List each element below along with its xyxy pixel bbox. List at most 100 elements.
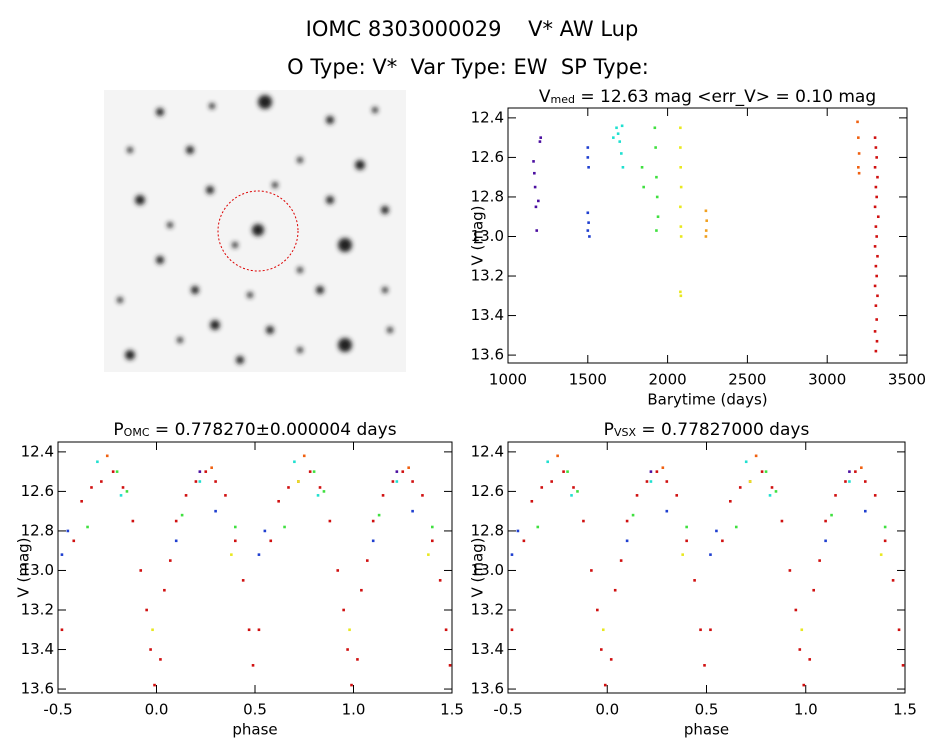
data-point [764,470,768,473]
figure-subtitle: O Type: V* Var Type: EW SP Type: [287,55,649,79]
data-point [365,559,369,562]
x-tick-label: -0.5 [493,701,522,719]
data-point [768,494,772,497]
data-point [224,494,227,497]
data-point [72,539,76,543]
data-point [875,156,878,159]
finder-image [104,90,406,372]
data-point [876,294,879,298]
data-point [312,470,316,473]
data-point [848,470,851,473]
x-tick-label: 1.0 [794,701,818,719]
data-point [111,470,115,473]
data-point [572,486,575,489]
data-point [620,152,623,155]
data-point [210,466,213,469]
data-point [533,171,536,175]
data-point [738,486,742,489]
y-tick-label: 12.8 [21,521,54,539]
title-subscript: VSX [614,426,637,439]
data-point [879,553,883,556]
data-point [798,648,802,651]
plots: Vmed = 12.63 mag <err_V> = 0.10 mag 1000 1… [15,87,927,739]
data-point [864,509,867,513]
data-point [748,480,752,483]
data-point [875,235,878,238]
title-subscript: med [551,93,575,106]
data-point [875,318,878,321]
data-point [645,480,649,483]
data-point [391,480,395,483]
y-tick-label: 13.0 [21,561,54,579]
data-point [875,274,878,278]
data-point [760,470,764,473]
data-point [283,525,286,529]
data-point [125,490,129,493]
y-tick-label: 12.6 [471,482,504,500]
data-point [184,494,188,497]
data-point [438,579,442,582]
title-text: = 0.778270±0.000004 days [150,420,397,440]
y-tick-label: 12.6 [471,148,504,166]
chart: POMC = 0.778270±0.000004 days -0.5 0.0 0.5 1… [15,420,464,739]
data-point [616,132,620,135]
data-point [653,126,657,130]
data-point [655,195,659,199]
data-point [100,480,103,483]
data-point [808,658,812,661]
data-point [234,539,237,543]
data-point [873,205,877,209]
data-point [381,494,385,497]
data-point [619,559,623,562]
data-point [901,664,905,667]
data-point [131,519,135,523]
data-point [510,628,514,632]
x-tick-label: 3000 [808,371,846,389]
data-point [873,284,877,288]
data-point [770,486,774,489]
data-point [744,460,748,464]
data-point [534,205,538,209]
data-point [342,608,345,612]
data-point [818,559,821,562]
data-point [679,166,682,169]
x-axis-label: phase [232,721,277,739]
data-point [421,494,424,497]
data-point [198,480,202,483]
data-point [293,460,296,464]
data-point [346,648,349,651]
data-point [613,588,617,592]
data-point [891,579,895,582]
data-point [590,569,593,572]
y-tick-label: 13.2 [471,267,504,285]
data-point [703,664,706,667]
data-point [121,486,125,489]
data-point [582,519,585,523]
data-point [316,494,320,497]
data-point [395,470,399,473]
x-axis-label: Barytime (days) [647,391,767,409]
data-point [788,569,792,572]
data-point [407,466,410,469]
data-point [322,490,326,493]
x-axis-label: phase [684,721,729,739]
data-point [709,628,712,632]
y-tick-label: 13.4 [471,640,504,658]
data-point [198,470,202,473]
data-point [621,166,625,169]
y-axis-label: V (mag) [15,537,33,597]
data-point [522,539,526,543]
data-point [139,569,143,572]
data-point [618,140,622,143]
x-tick-label: 3500 [888,371,926,389]
data-point [411,480,414,483]
data-point [873,166,877,169]
data-point [241,579,245,582]
data-point [812,588,815,592]
chart-title: POMC = 0.778270±0.000004 days [113,420,396,440]
data-point [431,539,434,543]
data-point [535,229,539,232]
title-subscript: OMC [124,426,150,439]
data-point [80,499,83,503]
data-point [536,525,540,529]
